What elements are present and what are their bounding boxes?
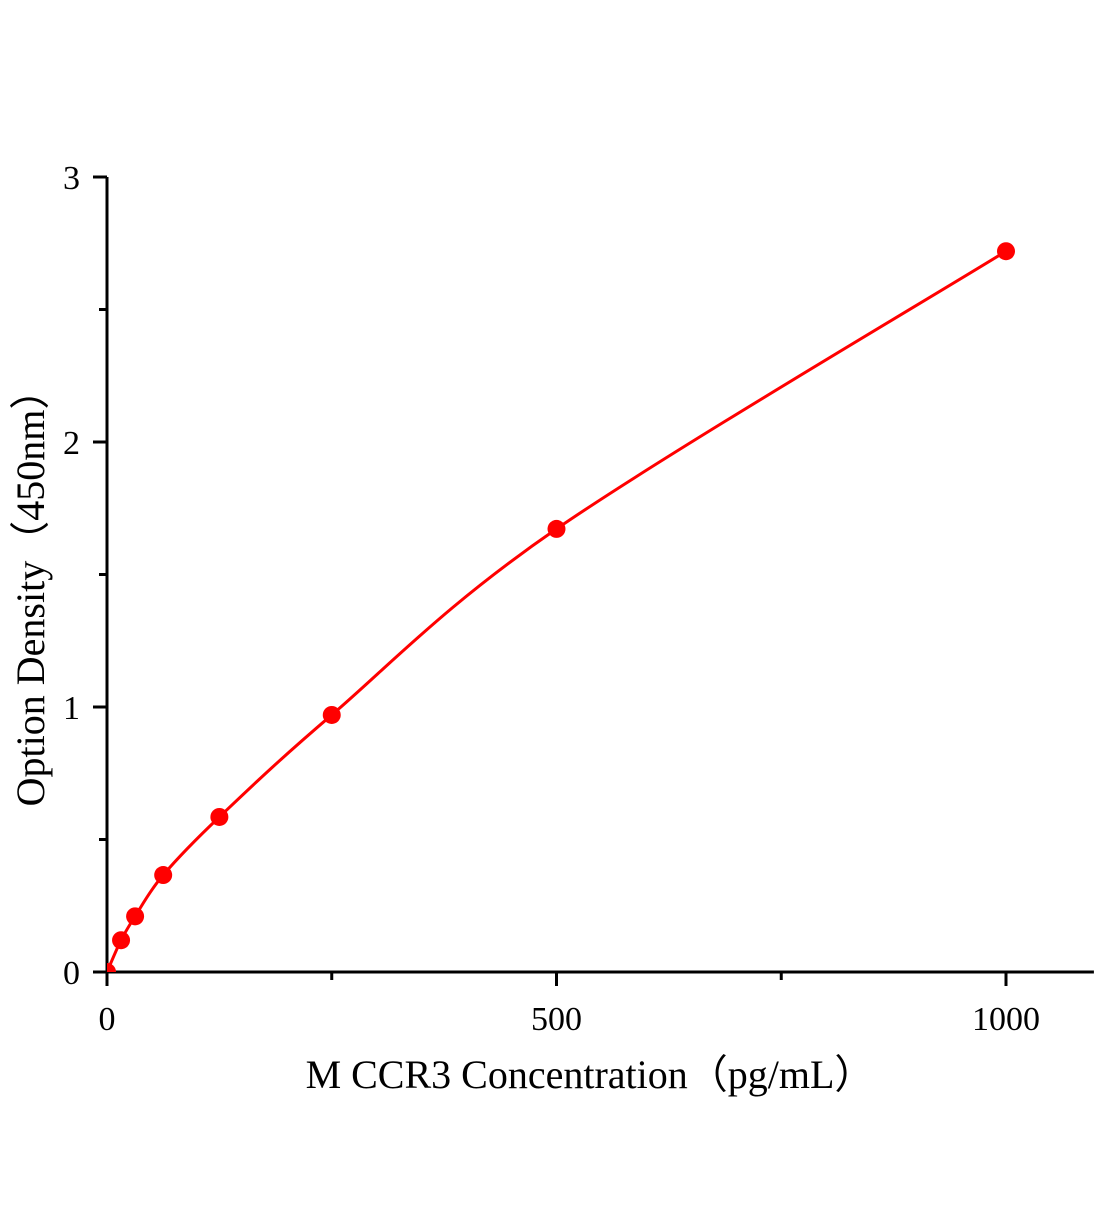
data-point [112, 931, 131, 950]
data-point [126, 907, 145, 926]
data-point [322, 705, 341, 724]
data-point [107, 963, 116, 972]
y-tick-label: 0 [63, 955, 80, 992]
y-tick-label: 2 [63, 425, 80, 462]
data-point [547, 519, 566, 538]
x-tick-label: 1000 [972, 1001, 1040, 1038]
data-point [997, 242, 1015, 261]
data-point [210, 807, 229, 826]
data-point [154, 866, 173, 885]
x-axis-label: M CCR3 Concentration（pg/mL） [306, 1052, 875, 1097]
x-tick-label: 500 [531, 1001, 582, 1038]
axes [105, 177, 1094, 974]
data-marks [107, 242, 1015, 972]
x-tick-label: 0 [99, 1001, 116, 1038]
y-tick-label: 1 [63, 690, 80, 727]
y-axis-label: Option Density（450nm） [8, 370, 53, 807]
ticks: 0 500 1000 0 1 2 3 [63, 160, 1040, 1038]
fit-curve [107, 249, 1007, 972]
y-tick-label: 3 [63, 160, 80, 197]
